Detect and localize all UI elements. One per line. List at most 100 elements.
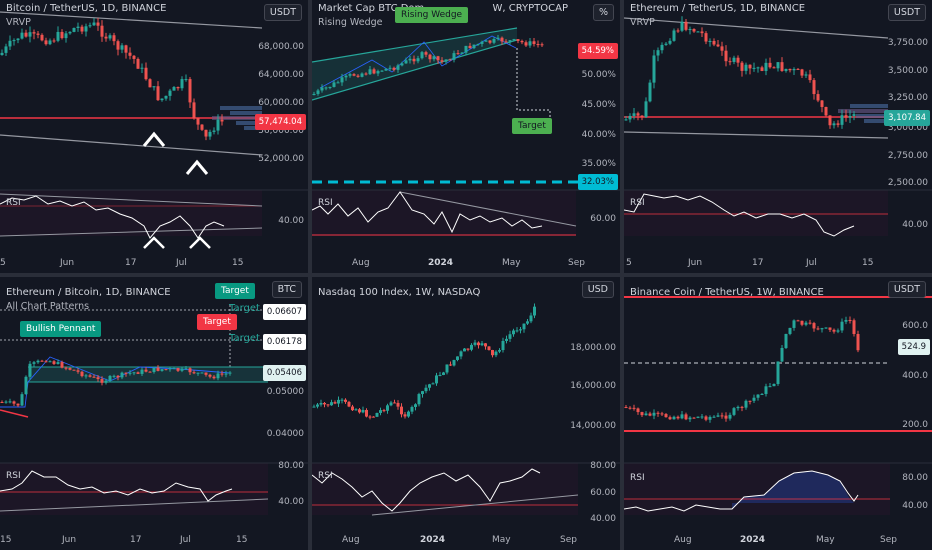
- chart-title: Bitcoin / TetherUS, 1D, BINANCE: [6, 3, 167, 14]
- rsi-axis-label: 80.00: [590, 461, 616, 471]
- currency-unit-button[interactable]: USDT: [887, 4, 926, 21]
- x-axis-label: 17: [752, 258, 764, 268]
- candle-body: [84, 375, 88, 377]
- candle-body: [416, 58, 420, 62]
- candle-body: [421, 391, 424, 395]
- candle-body: [36, 33, 40, 35]
- panel-bnb-usdt[interactable]: Binance Coin / TetherUS, 1W, BINANCE USD…: [624, 277, 932, 550]
- candle-body: [494, 351, 498, 356]
- candle-body: [168, 90, 172, 96]
- candle-body: [340, 77, 344, 83]
- candle-body: [736, 406, 740, 409]
- candle-body: [520, 40, 524, 43]
- target-tag-red[interactable]: Target: [197, 314, 237, 330]
- candle-body: [172, 368, 176, 370]
- rsi-label: RSI: [630, 198, 645, 208]
- candle-body: [393, 402, 396, 404]
- x-axis-label: 2024: [740, 535, 766, 545]
- candle-body: [160, 369, 164, 371]
- candle-body: [700, 31, 704, 34]
- candle-body: [351, 406, 354, 411]
- support-line: [0, 134, 263, 156]
- candle-body: [808, 322, 812, 324]
- x-axis-label: May: [492, 535, 511, 545]
- x-axis-label: 2024: [420, 535, 446, 545]
- x-axis-label: Jun: [62, 535, 77, 545]
- candle-body: [508, 334, 512, 339]
- candle-body: [336, 82, 340, 84]
- rsi-trendline: [399, 191, 577, 227]
- candle-body: [760, 67, 764, 71]
- candle-body: [352, 74, 356, 76]
- panel-eth-btc[interactable]: Ethereum / Bitcoin, 1D, BINANCE All Char…: [0, 277, 308, 550]
- candle-body: [477, 342, 480, 346]
- rsi-label: RSI: [6, 198, 21, 208]
- y-axis-label: 56,000.00: [258, 126, 304, 136]
- rsi-bg: [624, 190, 888, 236]
- candle-body: [528, 41, 532, 46]
- candle-body: [844, 115, 848, 118]
- candle-body: [632, 407, 636, 409]
- pattern-tag[interactable]: Bullish Pennant: [20, 321, 102, 337]
- candle-body: [184, 79, 188, 81]
- rsi-trendline: [0, 193, 263, 207]
- candle-body: [473, 342, 477, 345]
- candle-body: [224, 373, 228, 375]
- target-tag[interactable]: Target: [512, 118, 552, 134]
- candle-body: [152, 86, 156, 88]
- rsi-axis-label: 60.00: [590, 214, 616, 224]
- candle-body: [676, 416, 680, 419]
- rsi-line: [0, 470, 233, 502]
- candle-body: [8, 40, 12, 47]
- candle-body: [28, 363, 32, 377]
- arrow-up-icon: [189, 236, 211, 249]
- candle-body: [452, 53, 456, 60]
- candle-body: [712, 416, 716, 418]
- candle-body: [44, 40, 48, 45]
- panel-btc-dominance[interactable]: Market Cap BTC DommmmmmmmW, CRYPTOCAP Ri…: [312, 0, 620, 273]
- target-tag-green[interactable]: Target: [215, 283, 255, 299]
- y-axis-label: 3,250.00: [887, 93, 928, 103]
- level-badge: 32.03%: [577, 174, 618, 190]
- candle-body: [660, 44, 664, 51]
- candle-body: [212, 376, 216, 379]
- candle-body: [92, 22, 96, 26]
- dominance-candles: [312, 34, 544, 96]
- candle-body: [656, 412, 660, 414]
- currency-unit-button[interactable]: BTC: [271, 281, 302, 298]
- candle-body: [856, 333, 860, 351]
- horizontal-divider[interactable]: [0, 273, 932, 277]
- candle-body: [424, 387, 428, 392]
- currency-unit-button[interactable]: USD: [581, 281, 614, 298]
- candle-body: [648, 413, 652, 416]
- candle-body: [844, 319, 848, 322]
- candle-body: [128, 372, 132, 374]
- x-axis-label: 2024: [428, 258, 454, 268]
- candle-body: [832, 329, 836, 332]
- candle-body: [208, 131, 212, 137]
- candle-body: [348, 74, 352, 76]
- currency-unit-button[interactable]: USDT: [887, 281, 926, 298]
- candle-body: [470, 344, 473, 350]
- candle-body: [0, 402, 4, 403]
- candle-body: [80, 371, 84, 377]
- unit-button[interactable]: %: [592, 4, 614, 21]
- candle-body: [72, 27, 76, 32]
- pattern-tag[interactable]: Rising Wedge: [395, 7, 469, 23]
- candle-body: [536, 44, 540, 46]
- panel-eth-usdt[interactable]: Ethereum / TetherUS, 1D, BINANCE VRVP US…: [624, 0, 932, 273]
- candle-body: [48, 40, 52, 45]
- y-axis-label: 0.05000: [266, 387, 304, 397]
- panel-nasdaq[interactable]: Nasdaq 100 Index, 1W, NASDAQ USD 18,000.…: [312, 277, 620, 550]
- currency-unit-button[interactable]: USDT: [263, 4, 302, 21]
- candle-body: [501, 340, 505, 351]
- btc-candles: [0, 17, 224, 141]
- panel-btc-usdt[interactable]: Bitcoin / TetherUS, 1D, BINANCE VRVP USD…: [0, 0, 308, 273]
- candle-body: [140, 67, 144, 69]
- candle-body: [772, 383, 776, 387]
- candle-body: [388, 67, 392, 69]
- x-axis-label: Jul: [180, 535, 191, 545]
- candle-body: [32, 32, 36, 34]
- candle-body: [407, 411, 410, 417]
